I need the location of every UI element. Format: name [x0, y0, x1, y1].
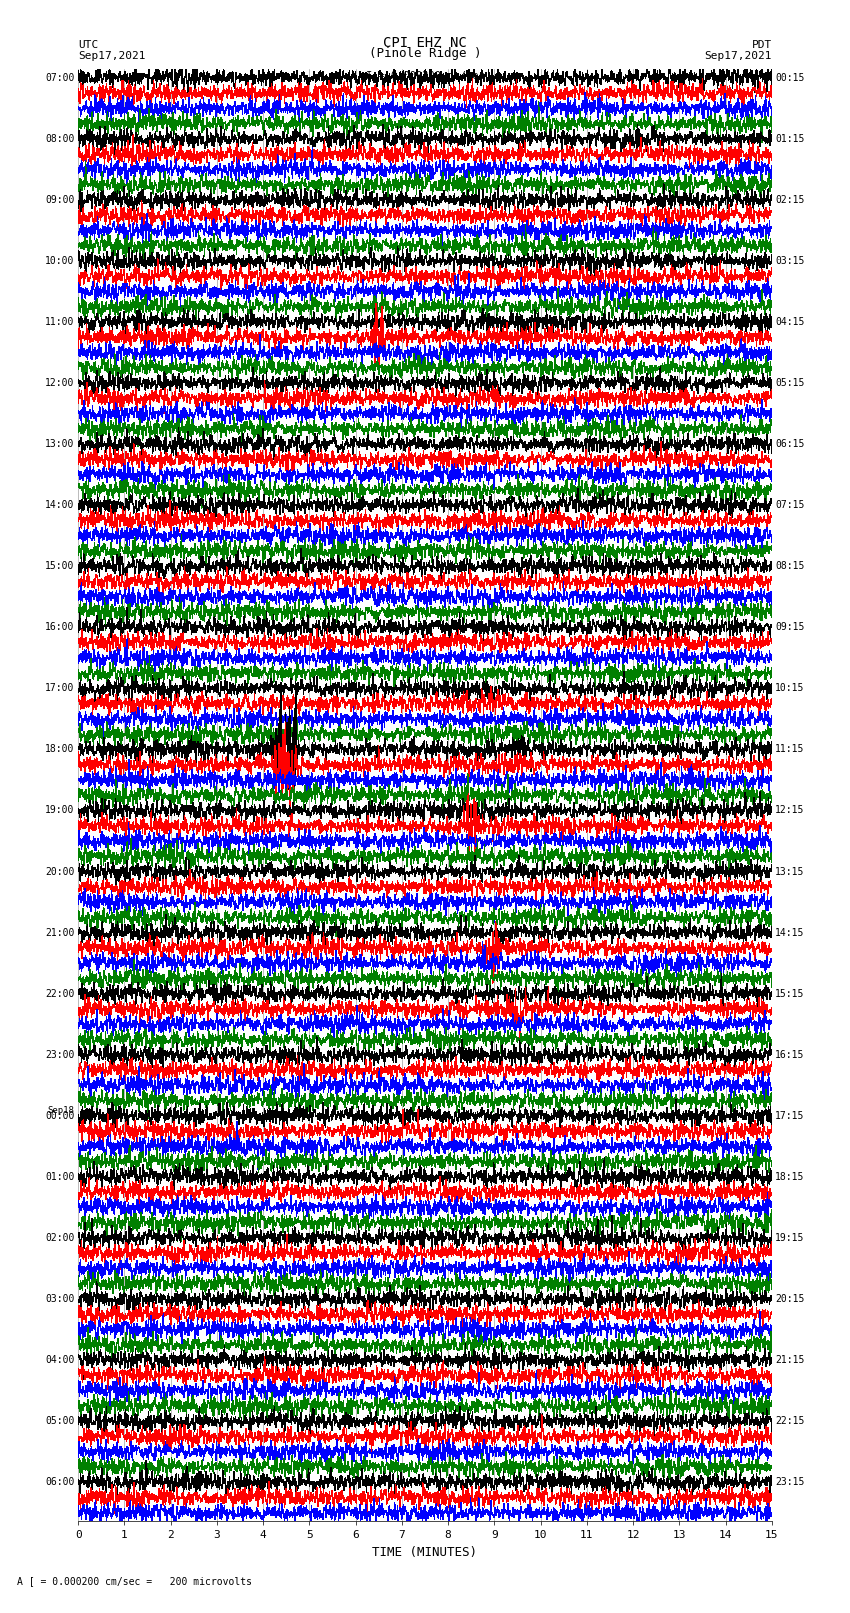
Text: 20:15: 20:15 [775, 1294, 805, 1303]
Text: 21:00: 21:00 [45, 927, 75, 937]
Text: PDT: PDT [751, 40, 772, 50]
Text: Sep17,2021: Sep17,2021 [78, 52, 145, 61]
Text: I = 0.000200 cm/sec: I = 0.000200 cm/sec [366, 71, 484, 81]
Text: 11:00: 11:00 [45, 318, 75, 327]
Text: 02:15: 02:15 [775, 195, 805, 205]
X-axis label: TIME (MINUTES): TIME (MINUTES) [372, 1545, 478, 1558]
Text: 03:15: 03:15 [775, 256, 805, 266]
Text: 18:00: 18:00 [45, 745, 75, 755]
Text: 16:00: 16:00 [45, 623, 75, 632]
Text: 04:00: 04:00 [45, 1355, 75, 1365]
Text: 21:15: 21:15 [775, 1355, 805, 1365]
Text: 22:15: 22:15 [775, 1416, 805, 1426]
Text: Sep18: Sep18 [48, 1107, 75, 1115]
Text: 15:00: 15:00 [45, 561, 75, 571]
Text: 09:00: 09:00 [45, 195, 75, 205]
Text: 05:00: 05:00 [45, 1416, 75, 1426]
Text: 04:15: 04:15 [775, 318, 805, 327]
Text: 07:00: 07:00 [45, 73, 75, 82]
Text: 18:15: 18:15 [775, 1171, 805, 1182]
Text: 17:15: 17:15 [775, 1111, 805, 1121]
Text: (Pinole Ridge ): (Pinole Ridge ) [369, 47, 481, 60]
Text: 08:00: 08:00 [45, 134, 75, 144]
Text: 02:00: 02:00 [45, 1232, 75, 1244]
Text: Sep17,2021: Sep17,2021 [705, 52, 772, 61]
Text: 16:15: 16:15 [775, 1050, 805, 1060]
Text: 06:00: 06:00 [45, 1478, 75, 1487]
Text: 00:00: 00:00 [45, 1111, 75, 1121]
Text: 22:00: 22:00 [45, 989, 75, 998]
Text: 14:00: 14:00 [45, 500, 75, 510]
Text: 15:15: 15:15 [775, 989, 805, 998]
Text: 05:15: 05:15 [775, 377, 805, 389]
Text: 17:00: 17:00 [45, 684, 75, 694]
Text: 23:00: 23:00 [45, 1050, 75, 1060]
Text: UTC: UTC [78, 40, 99, 50]
Text: 01:15: 01:15 [775, 134, 805, 144]
Text: 03:00: 03:00 [45, 1294, 75, 1303]
Text: 12:00: 12:00 [45, 377, 75, 389]
Text: 00:15: 00:15 [775, 73, 805, 82]
Text: 13:15: 13:15 [775, 866, 805, 876]
Text: 08:15: 08:15 [775, 561, 805, 571]
Text: 19:00: 19:00 [45, 805, 75, 816]
Text: CPI EHZ NC: CPI EHZ NC [383, 35, 467, 50]
Text: 11:15: 11:15 [775, 745, 805, 755]
Text: 07:15: 07:15 [775, 500, 805, 510]
Text: 19:15: 19:15 [775, 1232, 805, 1244]
Text: A [ = 0.000200 cm/sec =   200 microvolts: A [ = 0.000200 cm/sec = 200 microvolts [17, 1576, 252, 1586]
Text: 13:00: 13:00 [45, 439, 75, 448]
Text: 01:00: 01:00 [45, 1171, 75, 1182]
Text: 14:15: 14:15 [775, 927, 805, 937]
Text: 09:15: 09:15 [775, 623, 805, 632]
Text: 20:00: 20:00 [45, 866, 75, 876]
Text: 06:15: 06:15 [775, 439, 805, 448]
Text: 23:15: 23:15 [775, 1478, 805, 1487]
Text: 10:00: 10:00 [45, 256, 75, 266]
Text: 12:15: 12:15 [775, 805, 805, 816]
Text: 10:15: 10:15 [775, 684, 805, 694]
